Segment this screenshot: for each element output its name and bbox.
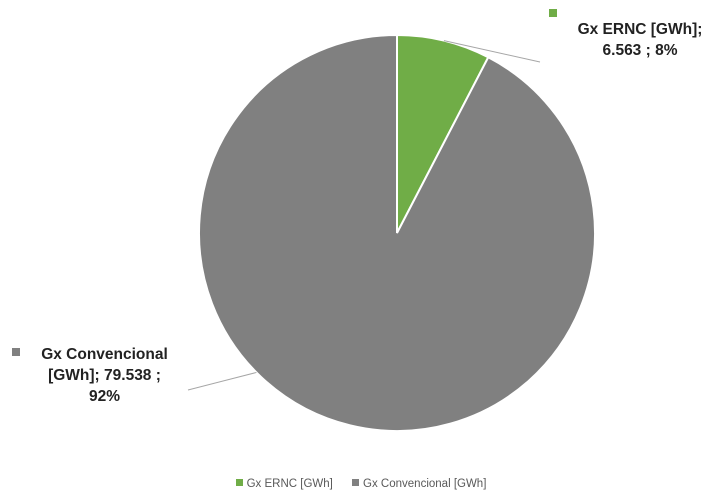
legend-item-ernc[interactable]: Gx ERNC [GWh] (235, 478, 333, 490)
data-label-convencional: Gx Convencional [GWh]; 79.538 ; 92% (12, 345, 197, 408)
data-label-convencional-line1: Gx Convencional (41, 346, 168, 363)
label-swatch-convencional (12, 348, 20, 356)
legend-item-convencional[interactable]: Gx Convencional [GWh] (352, 478, 486, 490)
data-label-convencional-line3: 92% (88, 387, 121, 405)
label-swatch-ernc (549, 9, 557, 17)
data-label-ernc-line1: Gx ERNC [GWh]; (577, 21, 703, 38)
pie-slice-convencional[interactable] (198, 33, 596, 432)
leader-line-ernc (443, 40, 541, 63)
data-label-ernc-line2: 6.563 ; 8% (602, 41, 678, 59)
legend-label-convencional: Gx Convencional [GWh] (363, 478, 487, 490)
legend-label-ernc: Gx ERNC [GWh] (246, 478, 333, 490)
legend-swatch-ernc (235, 479, 243, 486)
data-label-ernc: Gx ERNC [GWh]; 6.563 ; 8% (549, 9, 720, 62)
pie-slice-ernc[interactable] (396, 33, 490, 234)
legend-swatch-convencional (352, 479, 360, 486)
chart-legend: Gx ERNC [GWh] Gx Convencional [GWh] (0, 478, 722, 490)
leader-line-convencional (187, 371, 257, 391)
data-label-convencional-line2: [GWh]; 79.538 ; (48, 366, 161, 384)
